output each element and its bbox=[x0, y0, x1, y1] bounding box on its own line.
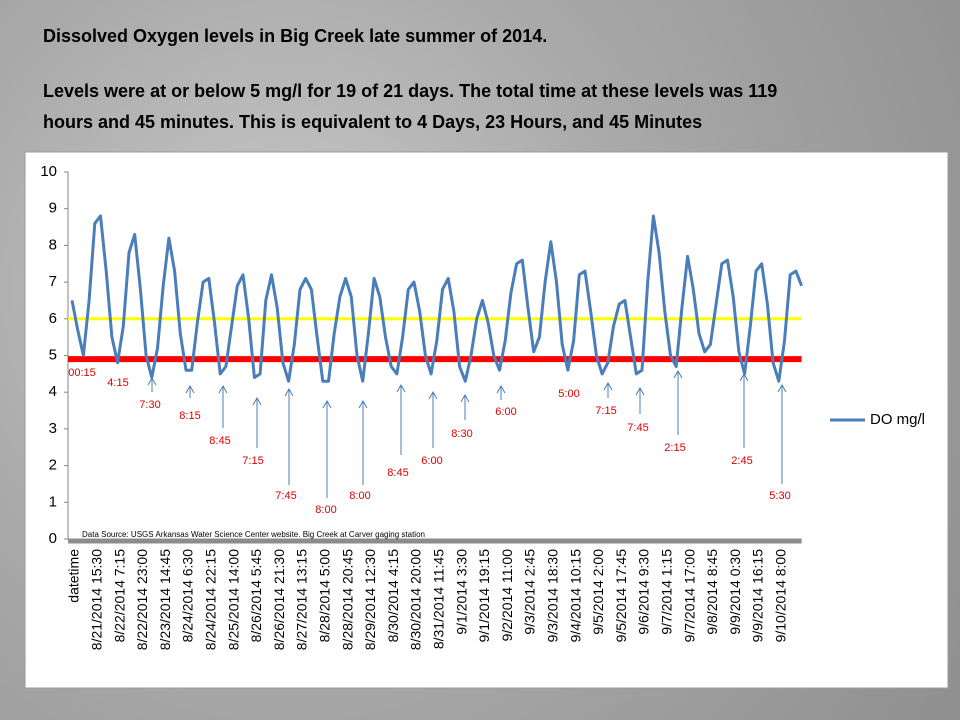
annotation: 6:00 bbox=[495, 406, 516, 418]
x-tick-label: 8/26/2014 5:45 bbox=[248, 549, 264, 643]
annotation-arrowhead bbox=[322, 399, 332, 409]
x-tick-label: 8/31/2014 11:45 bbox=[431, 549, 447, 649]
annotation: 8:15 bbox=[179, 410, 200, 422]
annotation-arrowhead bbox=[252, 396, 262, 406]
annotation-arrowhead bbox=[673, 369, 683, 379]
x-tick-label: 8/30/2014 4:15 bbox=[385, 549, 401, 643]
annotation: 8:45 bbox=[209, 435, 230, 447]
y-tick-label: 7 bbox=[49, 273, 57, 290]
x-tick-label: 9/1/2014 19:15 bbox=[476, 549, 492, 643]
annotation: 8:00 bbox=[315, 504, 336, 516]
annotation-arrowhead bbox=[358, 399, 368, 409]
y-tick-label: 2 bbox=[49, 457, 57, 474]
annotation: 8:00 bbox=[349, 490, 370, 502]
x-tick-label: 9/3/2014 2:45 bbox=[522, 549, 538, 635]
y-tick-label: 1 bbox=[49, 493, 57, 510]
x-tick-label: 8/27/2014 13:15 bbox=[294, 549, 310, 650]
annotation-arrowhead bbox=[147, 376, 157, 386]
annotation-arrowhead bbox=[603, 381, 613, 391]
x-tick-label: 9/8/2014 8:45 bbox=[704, 549, 720, 635]
x-tick-label: 8/30/2014 20:00 bbox=[408, 549, 424, 650]
annotation-arrowhead bbox=[739, 372, 749, 382]
slide-title: Dissolved Oxygen levels in Big Creek lat… bbox=[43, 26, 548, 46]
y-tick-label: 0 bbox=[49, 530, 57, 547]
annotation-arrowhead bbox=[218, 384, 228, 394]
annotation: 7:45 bbox=[275, 490, 296, 502]
x-tick-label: 8/22/2014 7:15 bbox=[111, 549, 127, 643]
x-tick-label: 9/9/2014 16:15 bbox=[750, 549, 766, 643]
y-tick-label: 6 bbox=[49, 310, 57, 327]
x-tick-label: 8/28/2014 20:45 bbox=[339, 549, 355, 650]
x-tick-label: 8/24/2014 6:30 bbox=[180, 549, 196, 643]
summary-line: Levels were at or below 5 mg/l for 19 of… bbox=[43, 81, 778, 101]
y-tick-label: 9 bbox=[49, 200, 57, 217]
x-tick-label: 8/24/2014 22:15 bbox=[203, 549, 219, 650]
source-note: Data Source: USGS Arkansas Water Science… bbox=[82, 530, 425, 539]
x-tick-label: 8/28/2014 5:00 bbox=[317, 549, 333, 643]
annotation: 7:45 bbox=[627, 422, 648, 434]
x-tick-label: 9/7/2014 1:15 bbox=[659, 549, 675, 635]
legend-label: DO mg/l bbox=[870, 411, 925, 428]
annotation: 8:45 bbox=[387, 467, 408, 479]
annotation-arrowhead bbox=[496, 384, 506, 394]
x-tick-label: 9/4/2014 10:15 bbox=[567, 549, 583, 643]
annotation: 7:15 bbox=[595, 405, 616, 417]
data-line bbox=[70, 214, 803, 383]
annotation-arrowhead bbox=[460, 393, 470, 403]
annotation: 2:15 bbox=[664, 442, 685, 454]
annotation-arrowhead bbox=[777, 383, 787, 393]
x-tick-label: 9/2/2014 11:00 bbox=[499, 549, 515, 642]
chart-area bbox=[24, 151, 949, 689]
x-tick-label: 8/26/2014 21:30 bbox=[271, 549, 287, 650]
annotation: 4:15 bbox=[107, 377, 128, 389]
x-tick-label: 8/29/2014 12:30 bbox=[362, 549, 378, 650]
x-tick-label: 8/21/2014 15:30 bbox=[89, 549, 105, 650]
x-tick-label: 8/22/2014 23:00 bbox=[134, 549, 150, 650]
annotation: 5:00 bbox=[558, 388, 579, 400]
annotation-arrowhead bbox=[635, 386, 645, 396]
annotation: 6:00 bbox=[421, 455, 442, 467]
x-tick-label: 9/1/2014 3:30 bbox=[453, 549, 469, 635]
x-tick-label: 8/25/2014 14:00 bbox=[225, 549, 241, 650]
x-tick-label: 8/23/2014 14:45 bbox=[157, 549, 173, 650]
annotation: 7:30 bbox=[139, 399, 160, 411]
x-tick-label: 9/6/2014 9:30 bbox=[636, 549, 652, 635]
y-tick-label: 8 bbox=[49, 236, 57, 253]
x-tick-label: 9/3/2014 18:30 bbox=[545, 549, 561, 643]
annotation-arrowhead bbox=[185, 384, 195, 394]
annotation: 7:15 bbox=[242, 455, 263, 467]
annotation-arrowhead bbox=[428, 390, 438, 400]
annotation-arrowhead bbox=[284, 387, 294, 397]
summary-line: hours and 45 minutes. This is equivalent… bbox=[43, 112, 703, 132]
annotation: 2:45 bbox=[731, 455, 752, 467]
annotation: 5:30 bbox=[769, 490, 790, 502]
x-tick-label: 9/5/2014 2:00 bbox=[590, 549, 606, 635]
annotation: 8:30 bbox=[451, 428, 472, 440]
y-tick-label: 5 bbox=[49, 346, 57, 363]
x-tick-label: datetime bbox=[66, 549, 82, 603]
x-tick-label: 9/5/2014 17:45 bbox=[613, 549, 629, 643]
annotation-arrowhead bbox=[396, 383, 406, 393]
x-tick-label: 9/10/2014 8:00 bbox=[773, 549, 789, 643]
x-tick-label: 9/9/2014 0:30 bbox=[727, 549, 743, 635]
x-tick-label: 9/7/2014 17:00 bbox=[681, 549, 697, 643]
y-tick-label: 3 bbox=[49, 420, 57, 437]
y-tick-label: 4 bbox=[49, 383, 57, 400]
y-tick-label: 10 bbox=[40, 163, 57, 180]
annotation: 00:15 bbox=[68, 367, 96, 379]
